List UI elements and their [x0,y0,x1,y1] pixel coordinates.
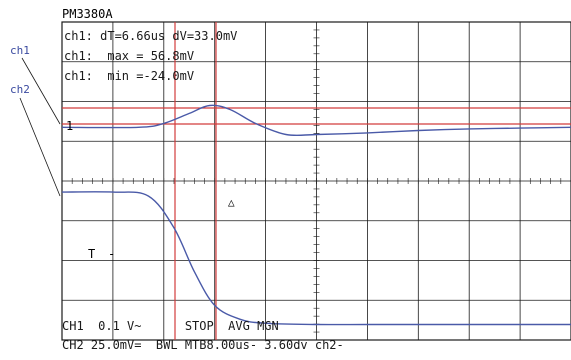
trigger-marker: T [88,247,95,261]
ch2-leader-line [19,97,61,197]
ch1-ground-marker: 1 [66,119,73,133]
trigger-position-arrow: △ [228,196,235,209]
readout-max: ch1: max = 56.8mV [64,49,194,63]
trace-ch2 [61,191,571,326]
readout-dt-dv: ch1: dT=6.66us dV=33.0mV [64,29,237,43]
trigger-level-dash: - [108,247,115,261]
cursor-lines[interactable] [62,22,571,340]
ch1-side-label: ch1 [10,44,30,57]
ch2-side-label: ch2 [10,83,30,96]
graticule [61,21,571,341]
ch1-leader-line [21,57,61,125]
readout-min: ch1: min =-24.0mV [64,69,194,83]
status-line-ch1: CH1 0.1 V~ STOP AVG MGN [62,319,279,333]
trace-ch1 [61,104,571,137]
status-line-ch2: CH2 25.0mV= BWL MTB8.00us- 3.60dv ch2- [62,338,344,352]
model-label: PM3380A [62,7,113,21]
